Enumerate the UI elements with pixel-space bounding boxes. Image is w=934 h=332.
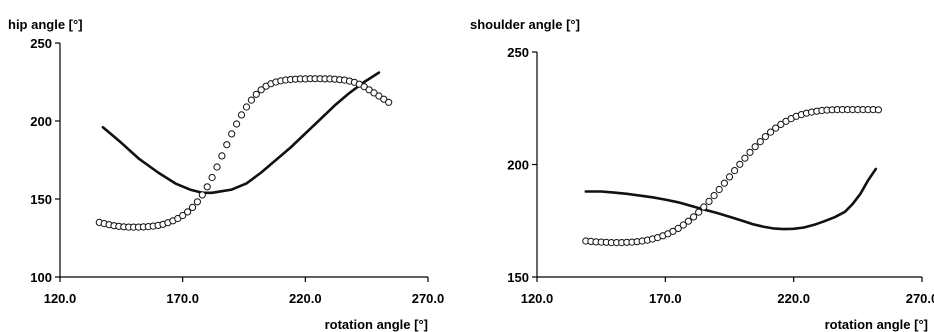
x-tick-label: 170.0 [649, 291, 682, 306]
series-marker [385, 98, 393, 106]
y-axis-title: hip angle [°] [8, 17, 83, 32]
x-tick-label: 120.0 [44, 291, 77, 306]
y-tick-label: 250 [30, 36, 52, 51]
series-marker [874, 106, 883, 114]
series-marker [233, 120, 241, 128]
series-marker [375, 92, 383, 100]
series-marker [179, 211, 187, 220]
shoulder-angle-panel: 150 200 250 120.0 170.0 220.0 270.0 shoulder an… [470, 17, 934, 332]
x-tick-label: 120.0 [521, 291, 554, 306]
series-marker [736, 160, 744, 168]
series-marker [247, 96, 255, 104]
series-marker [756, 138, 764, 146]
series-marker [252, 90, 260, 98]
series-marker [725, 173, 734, 181]
series-marker [188, 203, 197, 211]
x-axis-title: rotation angle [°] [325, 317, 428, 332]
series-marker [731, 167, 739, 175]
y-tick-label: 200 [507, 158, 529, 173]
series-marker [772, 124, 780, 132]
series-marker [674, 224, 682, 232]
series-line [584, 167, 878, 231]
series-marker [710, 192, 718, 200]
series-marker [690, 213, 698, 221]
series-marker [193, 198, 201, 206]
series-marker [223, 141, 231, 149]
series-marker [237, 111, 246, 119]
series-marker [242, 103, 251, 111]
y-tick-label: 100 [30, 270, 52, 285]
series-marker [777, 120, 785, 129]
series-marker [679, 221, 687, 229]
series-marker [695, 208, 703, 216]
series-marker [213, 163, 221, 171]
y-tick-label: 200 [30, 114, 52, 129]
series-marker [208, 173, 216, 182]
series-line [101, 71, 381, 195]
x-tick-label: 270.0 [906, 291, 934, 306]
y-tick-label: 150 [30, 192, 52, 207]
series-marker [700, 203, 708, 211]
x-axis-title: rotation angle [°] [825, 317, 928, 332]
series-marker [684, 217, 693, 225]
x-tick-label: 170.0 [166, 291, 199, 306]
y-tick-label: 250 [507, 45, 529, 60]
y-axis-title: shoulder angle [°] [470, 17, 580, 32]
y-tick-label: 150 [507, 270, 529, 285]
x-tick-label: 220.0 [289, 291, 322, 306]
series-marker [218, 152, 226, 160]
series-marker [767, 128, 775, 136]
series-marker [705, 197, 713, 205]
series-marker [746, 148, 754, 156]
x-tick-label: 220.0 [777, 291, 810, 306]
series-marker [198, 191, 206, 199]
series-marker [720, 179, 729, 187]
x-tick-label: 270.0 [412, 291, 445, 306]
series-marker [715, 185, 723, 194]
series-marker [203, 183, 211, 191]
series-marker [184, 208, 192, 216]
series-marker [257, 86, 265, 94]
series-marker [741, 154, 749, 162]
series-marker [751, 143, 759, 151]
series-marker [761, 133, 770, 141]
hip-angle-panel: 100 150 200 250 120.0 170.0 220.0 270.0 hip angl… [8, 17, 444, 332]
series-marker [228, 130, 236, 138]
